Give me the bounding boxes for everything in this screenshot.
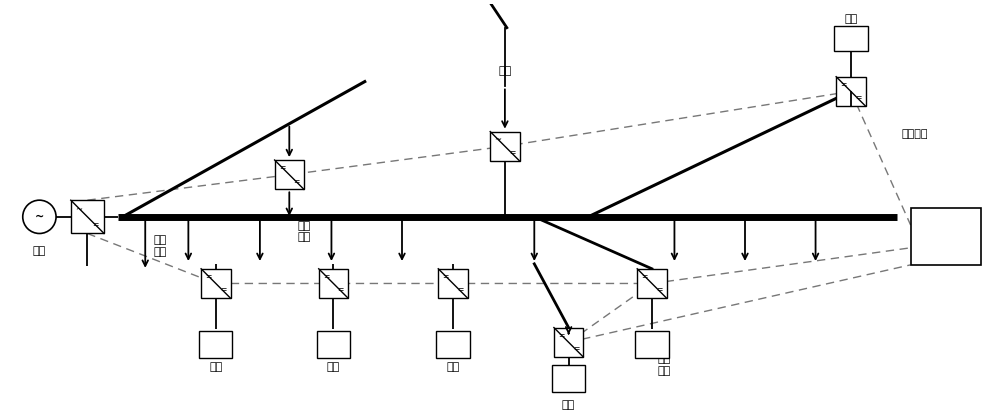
Text: =: = [840,80,847,89]
Text: 通信总线: 通信总线 [902,128,928,138]
Text: 电动
汽车: 电动 汽车 [658,354,671,376]
Text: 风机: 风机 [498,66,512,76]
Text: =: = [573,344,579,353]
Text: ~: ~ [76,205,83,214]
Text: =: = [656,286,662,294]
Bar [71,200,104,234]
Bar [552,365,585,392]
Bar [834,26,868,51]
Text: =: = [558,331,564,340]
Text: =: = [338,286,344,294]
Bar [201,269,230,298]
Bar [438,269,468,298]
Bar [836,77,866,106]
Bar [490,132,520,161]
Text: =: = [220,286,226,294]
Bar [317,331,350,358]
Text: 储能: 储能 [327,362,340,372]
Text: =: = [855,93,861,103]
Bar [319,269,348,298]
Bar [275,160,304,189]
Text: =: = [293,177,300,186]
Bar [199,331,232,358]
Text: =: = [205,272,212,281]
Text: =: = [323,272,329,281]
Text: 电动
汽车: 电动 汽车 [297,221,310,242]
Text: =: = [457,286,463,294]
Text: =: = [641,272,648,281]
Text: ~: ~ [35,212,44,222]
Text: 上层控
制中心: 上层控 制中心 [936,220,956,243]
Text: 光伏: 光伏 [209,362,222,372]
Bar [637,269,667,298]
Text: 储能: 储能 [446,362,460,372]
Text: 光伏: 光伏 [562,400,575,410]
Bar [635,331,669,358]
Text: 一般
负载: 一般 负载 [153,236,166,257]
Bar [554,328,583,357]
Text: 储能: 储能 [844,14,857,24]
Text: ~: ~ [494,135,501,144]
Text: =: = [279,163,285,173]
Text: 电网: 电网 [33,246,46,256]
Bar [911,208,981,265]
Text: =: = [93,220,99,229]
Bar [436,331,470,358]
Text: =: = [442,272,449,281]
Text: =: = [509,148,515,157]
